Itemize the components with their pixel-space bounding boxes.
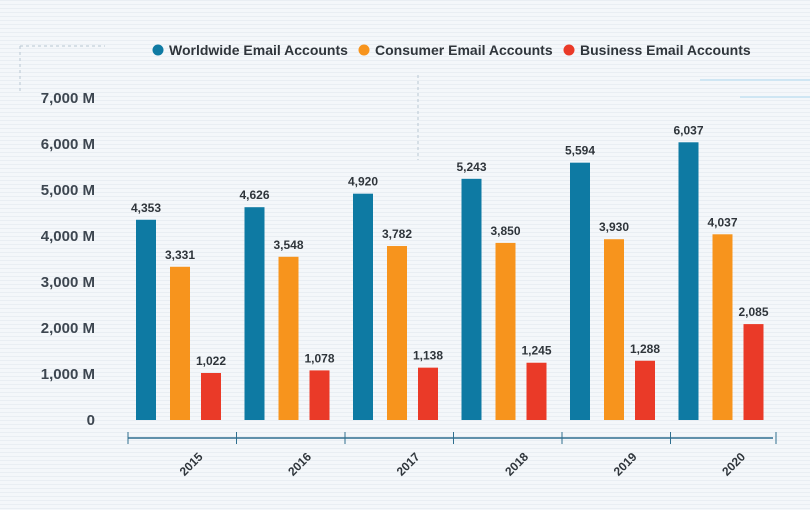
chart: Worldwide Email Accounts Consumer Email A… <box>0 0 810 510</box>
data-label: 4,920 <box>348 175 378 189</box>
data-label: 3,930 <box>599 220 629 234</box>
data-label: 5,243 <box>456 160 486 174</box>
data-label: 5,594 <box>565 144 595 158</box>
y-tick-label: 0 <box>87 412 95 429</box>
bar <box>310 370 330 420</box>
data-label: 4,353 <box>131 201 161 215</box>
data-label: 6,037 <box>673 123 703 137</box>
legend-label: Consumer Email Accounts <box>375 42 553 58</box>
data-label: 4,626 <box>239 188 269 202</box>
bar <box>245 207 265 420</box>
bar <box>604 239 624 420</box>
bar <box>635 361 655 420</box>
bar <box>713 234 733 420</box>
data-label: 1,245 <box>521 344 551 358</box>
data-label: 3,782 <box>382 227 412 241</box>
bar <box>744 324 764 420</box>
bar <box>570 163 590 420</box>
data-label: 3,850 <box>490 224 520 238</box>
chart-svg: Worldwide Email Accounts Consumer Email A… <box>0 0 810 510</box>
bar <box>279 257 299 420</box>
bar <box>136 220 156 420</box>
bar <box>462 179 482 420</box>
bar <box>353 194 373 420</box>
y-tick-label: 1,000 M <box>41 366 95 383</box>
data-label: 1,022 <box>196 354 226 368</box>
bar <box>496 243 516 420</box>
legend-marker <box>359 45 370 56</box>
y-tick-label: 6,000 M <box>41 136 95 153</box>
bar <box>679 142 699 420</box>
legend-label: Business Email Accounts <box>580 42 751 58</box>
y-tick-label: 7,000 M <box>41 90 95 107</box>
data-label: 2,085 <box>738 305 768 319</box>
bar <box>201 373 221 420</box>
data-label: 4,037 <box>707 215 737 229</box>
legend-label: Worldwide Email Accounts <box>169 42 348 58</box>
legend: Worldwide Email Accounts Consumer Email A… <box>153 42 751 58</box>
data-label: 1,288 <box>630 342 660 356</box>
bar <box>527 363 547 420</box>
data-label: 3,331 <box>165 248 195 262</box>
y-tick-label: 4,000 M <box>41 228 95 245</box>
legend-marker <box>153 45 164 56</box>
y-tick-label: 2,000 M <box>41 320 95 337</box>
data-label: 1,078 <box>304 351 334 365</box>
y-tick-label: 5,000 M <box>41 182 95 199</box>
bar <box>418 368 438 420</box>
data-label: 3,548 <box>273 238 303 252</box>
bar <box>387 246 407 420</box>
data-label: 1,138 <box>413 349 443 363</box>
legend-marker <box>564 45 575 56</box>
bar <box>170 267 190 420</box>
y-tick-label: 3,000 M <box>41 274 95 291</box>
